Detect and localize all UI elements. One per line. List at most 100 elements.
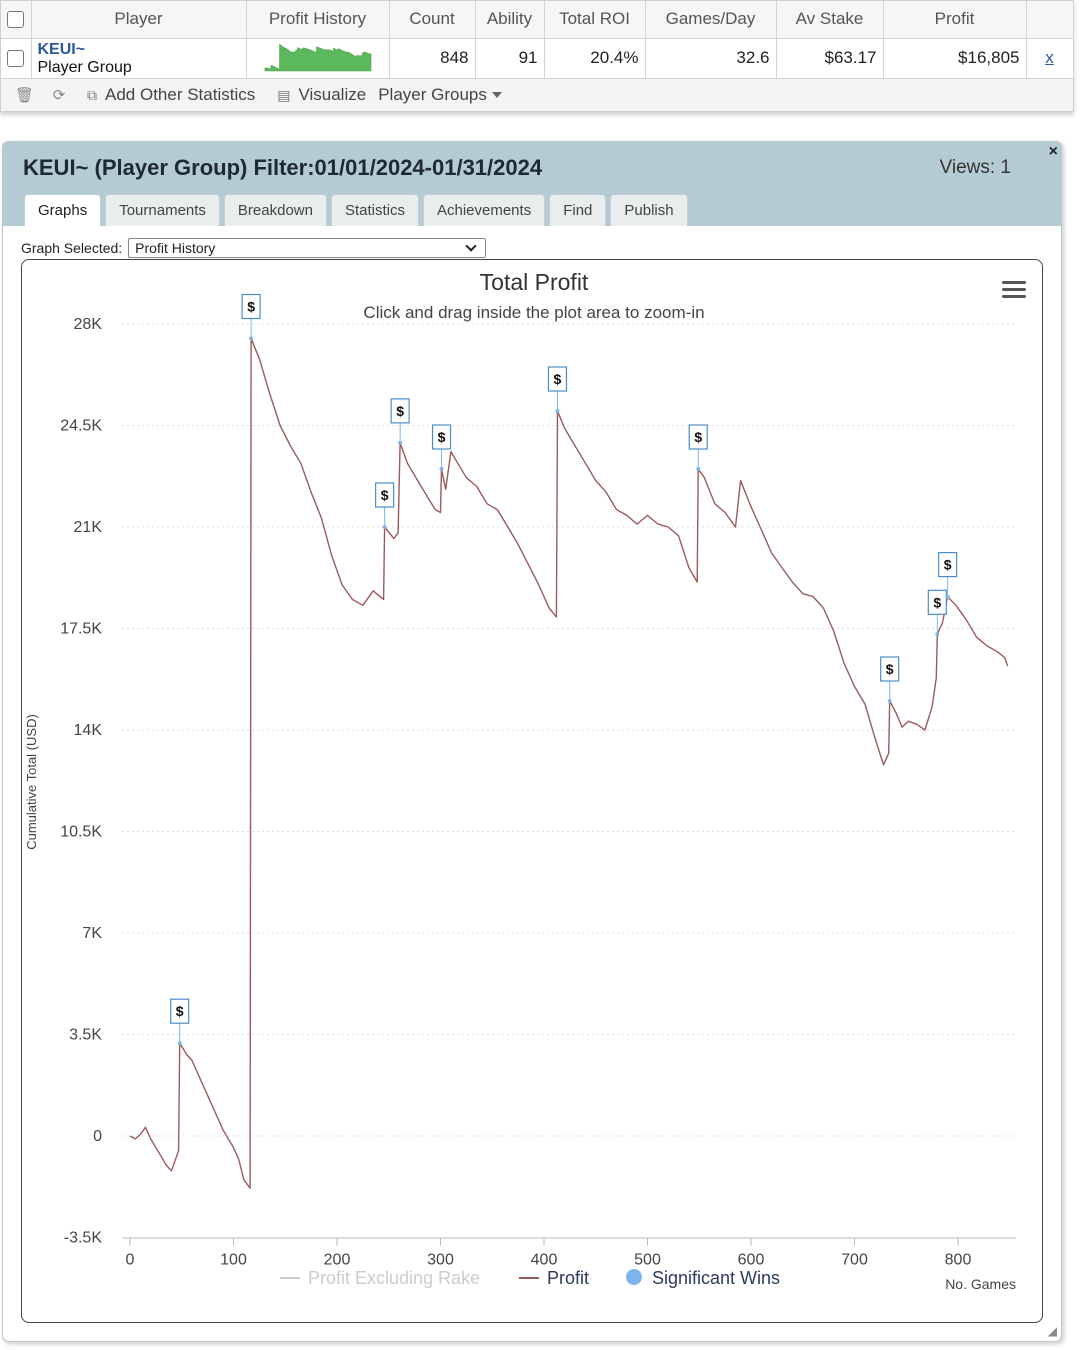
profit-cell: $16,805 bbox=[883, 38, 1027, 79]
add-other-statistics-button[interactable]: ⧉ Add Other Statistics bbox=[87, 85, 255, 105]
profit-history-cell bbox=[246, 38, 390, 79]
y-axis-tick-labels: -3.5K 0 3.5K 7K 10.5K 14K 17.5K 21K 24.5K 28K bbox=[60, 316, 102, 1247]
header-av-stake[interactable]: Av Stake bbox=[776, 1, 884, 39]
row-select-cell bbox=[1, 38, 32, 79]
profit-history-sparkline[interactable] bbox=[263, 40, 373, 72]
y-tick-label: 28K bbox=[74, 316, 103, 333]
flag-label: $ bbox=[176, 1003, 184, 1019]
header-player[interactable]: Player bbox=[31, 1, 247, 39]
header-total-roi[interactable]: Total ROI bbox=[544, 1, 646, 39]
significant-win-flag[interactable]: $ bbox=[241, 293, 261, 341]
x-tick-label: 600 bbox=[738, 1252, 765, 1269]
graph-select[interactable]: Profit History bbox=[128, 238, 487, 258]
sparkline-area bbox=[264, 43, 371, 71]
tab-find[interactable]: Find bbox=[549, 194, 607, 226]
y-axis-label: Cumulative Total (USD) bbox=[24, 714, 39, 850]
x-axis-tick-labels: 0 100 200 300 400 500 600 700 800 bbox=[126, 1237, 972, 1269]
player-name-link[interactable]: KEUI~ bbox=[37, 41, 86, 58]
chart-series bbox=[129, 337, 1009, 1189]
tab-breakdown[interactable]: Breakdown bbox=[223, 194, 327, 226]
header-ability[interactable]: Ability bbox=[475, 1, 545, 39]
y-tick-label: -3.5K bbox=[64, 1230, 103, 1247]
tab-graphs[interactable]: Graphs bbox=[24, 194, 102, 226]
close-icon[interactable]: × bbox=[1048, 143, 1058, 160]
significant-win-flag[interactable]: $ bbox=[431, 424, 452, 471]
header-count[interactable]: Count bbox=[389, 1, 476, 39]
flag-label: $ bbox=[396, 403, 404, 419]
flag-box bbox=[688, 424, 708, 450]
graph-selector-row: Graph Selected: Profit History bbox=[21, 238, 487, 258]
y-tick-label: 24.5K bbox=[60, 418, 102, 435]
chart-container[interactable]: Total Profit Click and drag inside the p… bbox=[21, 259, 1043, 1323]
table-row: KEUI~ Player Group 848 91 20.4% 32.6 $63… bbox=[1, 38, 1074, 79]
results-table: Player Profit History Count Ability Tota… bbox=[1, 1, 1074, 79]
significant-win-flag[interactable]: $ bbox=[880, 656, 900, 703]
header-profit[interactable]: Profit bbox=[883, 1, 1027, 39]
refresh-icon[interactable]: ⟳ bbox=[52, 87, 66, 104]
row-checkbox[interactable] bbox=[7, 50, 25, 68]
flag-label: $ bbox=[944, 557, 952, 573]
resize-grip-icon[interactable]: ◢ bbox=[1047, 1324, 1057, 1338]
caret-down-icon bbox=[491, 92, 502, 98]
x-tick-label: 700 bbox=[841, 1252, 868, 1269]
chart-menu-icon[interactable] bbox=[1002, 281, 1026, 298]
games-per-day-cell: 32.6 bbox=[645, 38, 777, 79]
legend-item-significant-wins[interactable]: Significant Wins bbox=[626, 1268, 780, 1288]
significant-win-point bbox=[945, 594, 950, 599]
flag-label: $ bbox=[933, 594, 941, 610]
select-all-checkbox[interactable] bbox=[7, 11, 25, 29]
x-tick-label: 200 bbox=[324, 1252, 351, 1269]
significant-win-point bbox=[935, 632, 940, 637]
table-header-row: Player Profit History Count Ability Tota… bbox=[1, 1, 1074, 39]
profit-chart[interactable]: Total Profit Click and drag inside the p… bbox=[22, 260, 1042, 1322]
x-tick-label: 500 bbox=[634, 1252, 661, 1269]
flag-box bbox=[375, 482, 395, 508]
add-other-statistics-label: Add Other Statistics bbox=[105, 85, 256, 104]
tab-achievements[interactable]: Achievements bbox=[422, 194, 546, 226]
flag-label: $ bbox=[381, 487, 389, 503]
tab-statistics[interactable]: Statistics bbox=[330, 194, 419, 226]
ability-cell: 91 bbox=[475, 38, 545, 79]
legend-item-profit-excluding-rake[interactable]: Profit Excluding Rake bbox=[280, 1268, 480, 1288]
significant-win-point bbox=[398, 440, 403, 445]
tab-publish[interactable]: Publish bbox=[610, 194, 688, 226]
header-games-per-day[interactable]: Games/Day bbox=[645, 1, 777, 39]
image-icon: ▤ bbox=[277, 86, 291, 103]
significant-win-flag[interactable]: $ bbox=[938, 552, 958, 599]
views-count: Views: 1 bbox=[939, 157, 1011, 178]
significant-win-flag[interactable]: $ bbox=[927, 589, 947, 637]
y-tick-label: 3.5K bbox=[69, 1027, 102, 1044]
remove-row-link[interactable]: x bbox=[1045, 48, 1054, 67]
trash-icon[interactable]: 🗑 bbox=[15, 87, 35, 104]
x-tick-label: 400 bbox=[531, 1252, 558, 1269]
significant-win-flag[interactable]: $ bbox=[390, 398, 410, 445]
y-tick-label: 14K bbox=[74, 722, 103, 739]
significant-win-point bbox=[439, 467, 444, 471]
significant-win-markers: $ $ $ $ $ $ $ $ $ $ bbox=[170, 293, 958, 1046]
significant-win-flag[interactable]: $ bbox=[170, 998, 190, 1046]
significant-win-flag[interactable]: $ bbox=[688, 424, 708, 471]
profit-series-line[interactable] bbox=[129, 337, 1009, 1189]
panel-title: KEUI~ (Player Group) Filter:01/01/2024-0… bbox=[23, 155, 543, 180]
significant-win-flag[interactable]: $ bbox=[547, 366, 568, 413]
significant-win-point bbox=[249, 336, 254, 341]
x-tick-label: 100 bbox=[220, 1252, 247, 1269]
visualize-button[interactable]: ▤ Visualize bbox=[277, 85, 366, 105]
graph-select-value: Profit History bbox=[135, 240, 216, 256]
significant-win-point bbox=[555, 409, 560, 413]
significant-win-flag[interactable]: $ bbox=[375, 482, 395, 529]
x-tick-label: 300 bbox=[427, 1252, 454, 1269]
results-toolbar: 🗑 ⟳ ⧉ Add Other Statistics ▤ Visualize P… bbox=[1, 79, 1073, 112]
total-roi-cell: 20.4% bbox=[544, 38, 646, 79]
header-profit-history[interactable]: Profit History bbox=[246, 1, 390, 39]
chart-subtitle: Click and drag inside the plot area to z… bbox=[363, 303, 704, 322]
x-tick-label: 800 bbox=[945, 1252, 972, 1269]
legend-item-profit[interactable]: Profit bbox=[519, 1268, 589, 1288]
legend-label-excl-rake: Profit Excluding Rake bbox=[308, 1268, 480, 1288]
legend-swatch-sig-wins bbox=[626, 1269, 642, 1285]
player-groups-dropdown[interactable]: Player Groups bbox=[378, 85, 502, 105]
results-panel: Player Profit History Count Ability Tota… bbox=[0, 0, 1074, 112]
select-all-cell bbox=[1, 1, 32, 39]
tab-tournaments[interactable]: Tournaments bbox=[105, 194, 220, 226]
chevron-down-icon bbox=[465, 240, 477, 252]
